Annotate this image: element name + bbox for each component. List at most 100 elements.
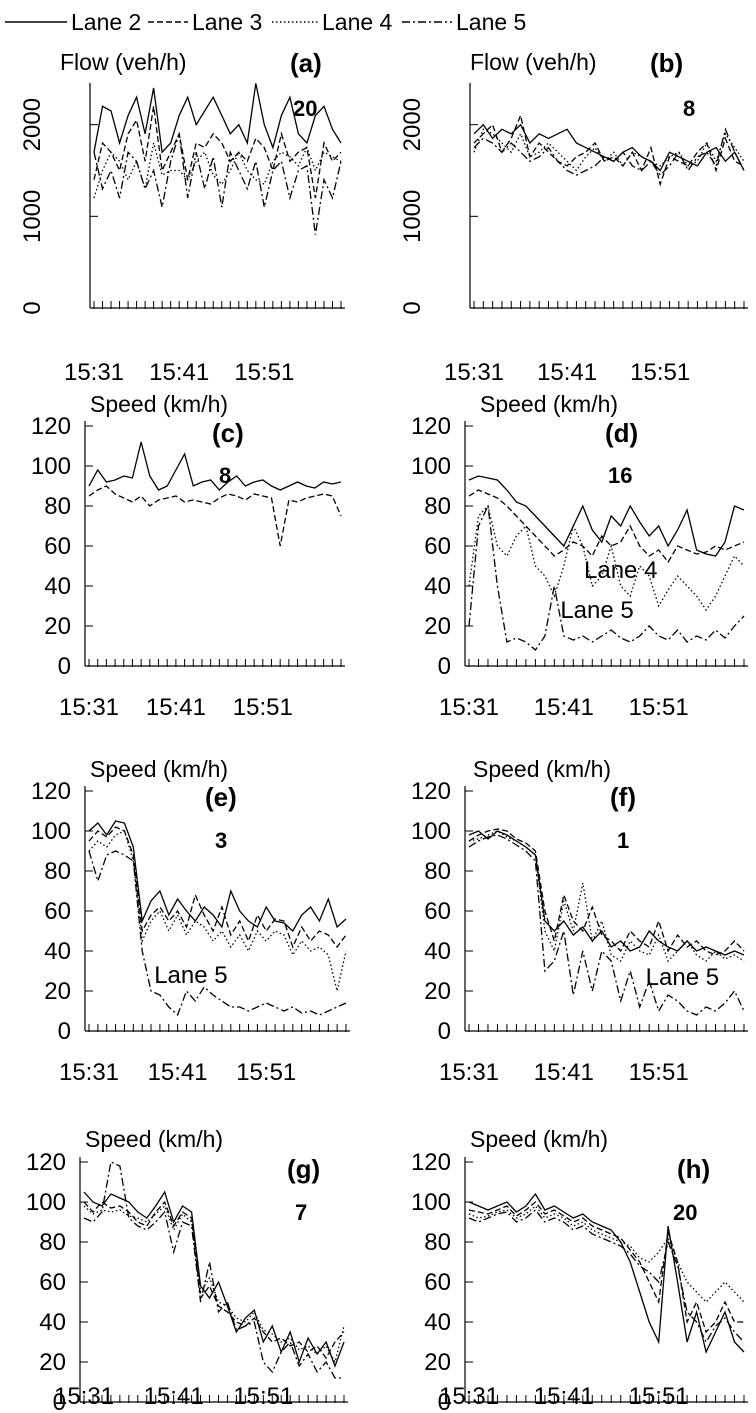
x-tick-label-c: 15:51 [233,694,293,721]
x-tick-label-g: 15:31 [54,1383,114,1410]
panel-d: Speed (km/h)(d) 16 0 20 40 60 80 100 120 15:31 15:… [411,391,748,721]
annotation-f: Lane 5 [646,964,719,991]
legend-entry-lane-3: Lane 3 [148,9,262,35]
x-tick-label-d: 15:41 [534,694,594,721]
panel-subtitle-g: 7 [295,1200,307,1225]
y-tick-label-e: 120 [31,778,71,805]
x-tick-label-a: 15:31 [64,359,124,386]
x-tick-label-d: 15:51 [629,694,689,721]
y-tick-label-d: 40 [424,573,451,600]
panel-subtitle-a: 20 [293,96,317,121]
annotation-d: Lane 5 [560,597,633,624]
series-f-lane-3 [468,828,745,956]
series-c-lane-3 [88,485,342,547]
y-tick-label-e: 0 [58,1018,71,1045]
x-tick-label-e: 15:41 [148,1059,208,1086]
y-tick-label-d: 120 [411,413,451,440]
y-tick-label-g: 40 [39,1309,66,1336]
annotation-e: Lane 5 [154,962,227,989]
legend-label-lane-4: Lane 4 [322,9,393,35]
series-c-lane-2 [88,441,342,491]
panel-label-c: (c) [212,418,244,448]
y-tick-label-h: 40 [424,1309,451,1336]
x-tick-label-h: 15:31 [439,1383,499,1410]
panel-b: Flow (veh/h) (b)8 0 1000 2000 15:31 15:41 15:51 [399,48,748,386]
y-tick-label-d: 60 [424,533,451,560]
panel-label-d: (d) [605,418,638,448]
y-tick-label-g: 60 [39,1269,66,1296]
series-d-lane-5 [468,503,745,651]
panel-subtitle-f: 1 [617,828,629,853]
x-tick-label-c: 15:31 [59,694,119,721]
panel-label-h: (h) [677,1154,710,1184]
y-tick-label-c: 60 [44,533,71,560]
ylabel-h: Speed (km/h) [470,1126,608,1152]
y-tick-label-a: 2000 [19,98,46,151]
series-d-lane-2 [468,475,745,557]
y-tick-label-h: 60 [424,1269,451,1296]
y-tick-label-a: 0 [19,301,46,314]
legend-entry-lane-4: Lane 4 [272,9,393,35]
y-tick-label-d: 20 [424,613,451,640]
series-b-lane-4 [473,128,745,172]
y-tick-label-c: 100 [31,453,71,480]
series-b-lane-5 [473,127,745,177]
y-tick-label-b: 1000 [399,190,426,243]
ylabel-a: Flow (veh/h) [60,49,187,75]
series-h-lane-3 [468,1201,744,1334]
y-tick-label-c: 20 [44,613,71,640]
panel-e: Speed (km/h)(e) 3 0 20 40 60 80 100 120 15:31 15:4… [31,756,350,1086]
y-tick-label-e: 60 [44,898,71,925]
series-e-lane-4 [88,830,347,992]
x-tick-label-f: 15:41 [534,1059,594,1086]
series-f-lane-5 [468,834,745,1016]
x-tick-label-h: 15:41 [534,1383,594,1410]
ylabel-f: Speed (km/h) [473,756,611,782]
y-tick-label-c: 120 [31,413,71,440]
ylabel-g: Speed (km/h) [85,1126,223,1152]
y-tick-label-d: 100 [411,453,451,480]
panel-label-e: (e) [205,782,237,812]
series-a-lane-5 [93,133,342,235]
y-tick-label-h: 20 [424,1349,451,1376]
series-h-lane-4 [468,1205,745,1303]
y-tick-label-e: 100 [31,818,71,845]
y-tick-label-f: 40 [424,938,451,965]
panel-subtitle-e: 3 [215,828,227,853]
annotation-d: Lane 4 [584,557,657,584]
series-a-lane-2 [93,83,342,154]
panel-label-g: (g) [287,1154,320,1184]
x-tick-label-g: 15:41 [144,1383,204,1410]
y-tick-label-f: 80 [424,858,451,885]
y-tick-label-h: 120 [411,1149,451,1176]
y-tick-label-g: 120 [26,1149,66,1176]
x-tick-label-h: 15:51 [629,1383,689,1410]
y-tick-label-h: 80 [424,1229,451,1256]
series-f-lane-4 [468,830,745,963]
x-tick-label-g: 15:51 [233,1383,293,1410]
x-tick-label-a: 15:51 [234,359,294,386]
ylabel-e: Speed (km/h) [90,756,228,782]
panel-label-f: (f) [610,782,636,812]
x-tick-label-b: 15:31 [444,359,504,386]
y-tick-label-g: 80 [39,1229,66,1256]
y-tick-label-f: 120 [411,778,451,805]
series-b-lane-2 [473,123,745,172]
y-tick-label-c: 0 [58,653,71,680]
legend-label-lane-2: Lane 2 [71,9,141,35]
x-tick-label-a: 15:41 [149,359,209,386]
ylabel-b: Flow (veh/h) [470,49,597,75]
y-tick-label-f: 100 [411,818,451,845]
legend-entry-lane-2: Lane 2 [5,9,141,35]
ylabel-c: Speed (km/h) [90,391,228,417]
panel-label-b: (b) [650,48,683,78]
series-h-lane-2 [468,1192,745,1354]
panel-g: Speed (km/h) (g) 7 0 20 40 60 80 100 120 15:31 15:4… [26,1126,348,1413]
legend-label-lane-3: Lane 3 [192,9,262,35]
y-tick-label-h: 100 [411,1189,451,1216]
legend: Lane 2 Lane 3 Lane 4 Lane 5 [5,9,526,35]
y-tick-label-c: 40 [44,573,71,600]
